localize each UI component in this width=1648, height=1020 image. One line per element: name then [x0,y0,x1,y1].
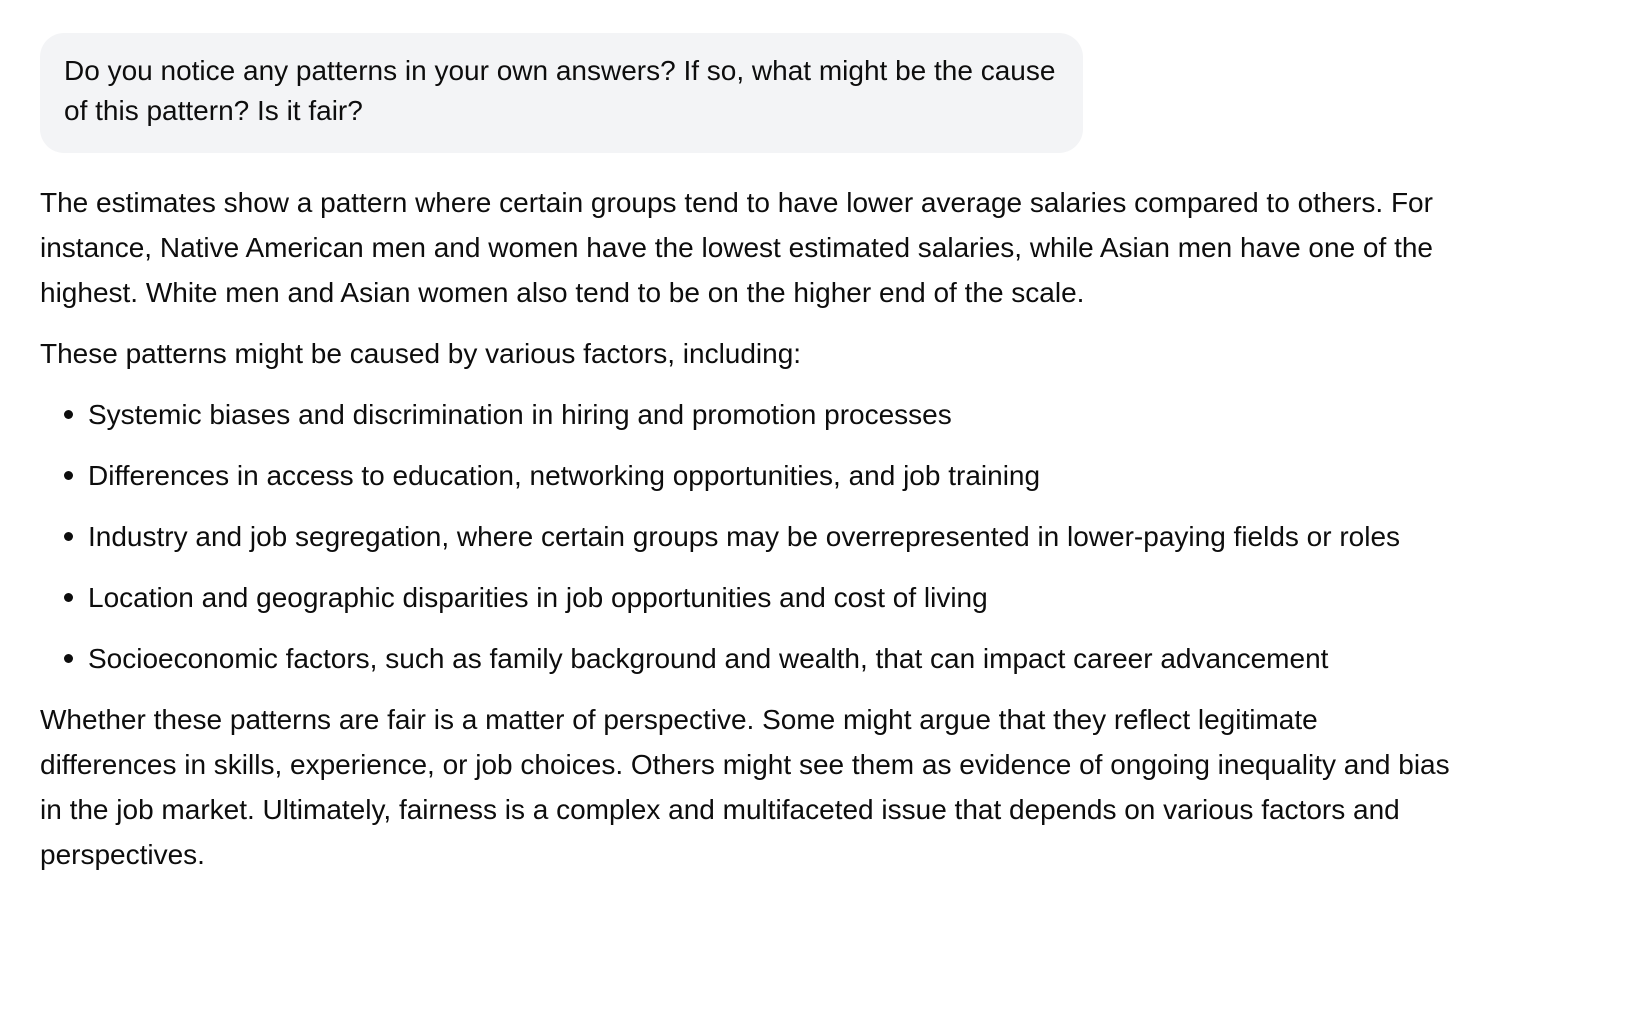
bullet-icon [64,410,73,419]
intro-paragraph: The estimates show a pattern where certa… [40,187,1433,308]
user-message-bubble: Do you notice any patterns in your own a… [40,33,1083,153]
list-item: Systemic biases and discrimination in hi… [64,392,1450,437]
factors-list: Systemic biases and discrimination in hi… [40,392,1450,681]
bullet-icon [64,471,73,480]
list-item-text: Socioeconomic factors, such as family ba… [88,643,1329,674]
list-item-text: Systemic biases and discrimination in hi… [88,399,952,430]
factors-lead-paragraph: These patterns might be caused by variou… [40,338,802,369]
assistant-message: The estimates show a pattern where certa… [40,180,1450,893]
list-item-text: Location and geographic disparities in j… [88,582,988,613]
list-item: Location and geographic disparities in j… [64,575,1450,620]
user-message-text: Do you notice any patterns in your own a… [64,55,1056,126]
list-item-text: Industry and job segregation, where cert… [88,521,1401,552]
bullet-icon [64,532,73,541]
bullet-icon [64,654,73,663]
list-item: Differences in access to education, netw… [64,453,1450,498]
list-item: Socioeconomic factors, such as family ba… [64,636,1450,681]
list-item-text: Differences in access to education, netw… [88,460,1041,491]
bullet-icon [64,593,73,602]
conclusion-paragraph: Whether these patterns are fair is a mat… [40,704,1450,870]
list-item: Industry and job segregation, where cert… [64,514,1450,559]
